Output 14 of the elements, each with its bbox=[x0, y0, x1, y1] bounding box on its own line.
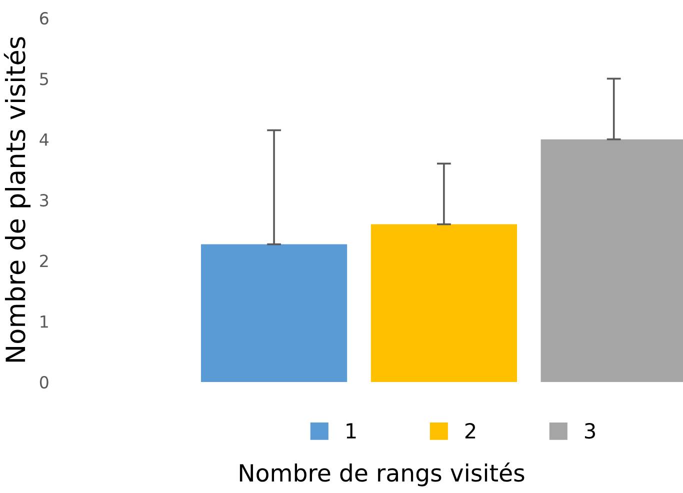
x-axis-title: Nombre de rangs visités bbox=[240, 462, 524, 486]
legend-label: 2 bbox=[465, 422, 476, 438]
legend-label: 1 bbox=[346, 423, 356, 438]
legend-label: 3 bbox=[584, 422, 595, 439]
y-tick-label: 2 bbox=[40, 254, 48, 267]
y-tick-label: 1 bbox=[40, 316, 48, 328]
y-tick-label: 0 bbox=[40, 376, 48, 389]
y-tick-label: 4 bbox=[40, 134, 49, 146]
y-tick-label: 6 bbox=[40, 12, 48, 25]
y-tick-label: 3 bbox=[40, 194, 48, 207]
bar bbox=[200, 244, 348, 382]
y-tick-label: 5 bbox=[40, 72, 48, 86]
bar bbox=[370, 224, 517, 382]
y-axis-title: Nombre de plants visités bbox=[4, 37, 31, 362]
